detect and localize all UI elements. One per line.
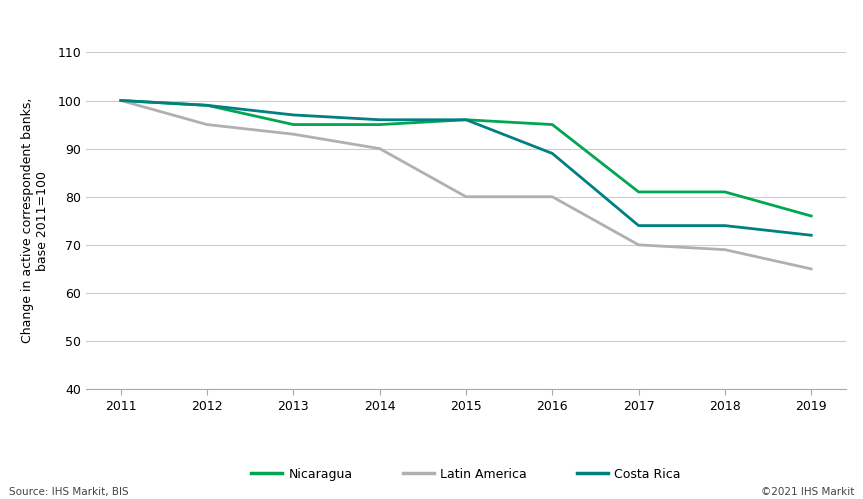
Text: Nicaragua: Loss of active correspondent banks has been more moderate than in the: Nicaragua: Loss of active correspondent …	[10, 13, 829, 29]
Text: ©2021 IHS Markit: ©2021 IHS Markit	[761, 487, 854, 497]
Y-axis label: Change in active correspondent banks,
base 2011=100: Change in active correspondent banks, ba…	[22, 98, 49, 343]
Legend: Nicaragua, Latin America, Costa Rica: Nicaragua, Latin America, Costa Rica	[246, 463, 686, 486]
Text: Source: IHS Markit, BIS: Source: IHS Markit, BIS	[9, 487, 129, 497]
